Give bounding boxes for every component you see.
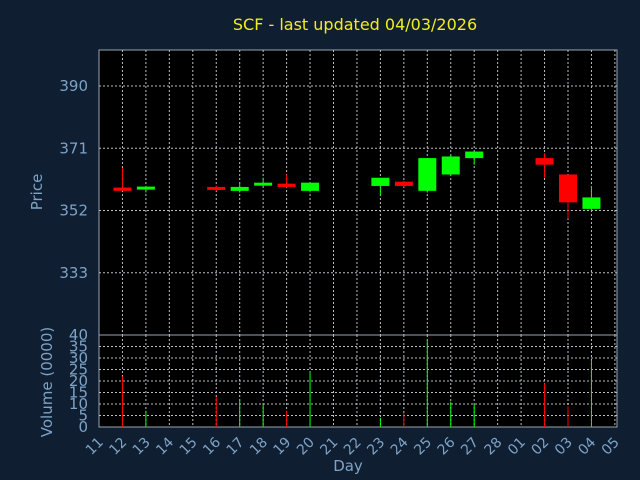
chart-title: SCF - last updated 04/03/2026 (233, 15, 477, 34)
price-ticks: 390 371 352 333 (59, 77, 88, 282)
x-tick-label: 17 (224, 435, 248, 459)
candle-body (394, 181, 413, 186)
candles (67, 151, 601, 219)
candle-body (67, 189, 85, 192)
volume-tick-label: 25 (69, 361, 88, 379)
x-tick-label: 22 (341, 435, 365, 459)
x-ticks: 11 12 13 14 15 16 17 18 19 20 21 22 23 24 25 26 27 28 01 02… (83, 434, 623, 458)
volume-tick-label: 0 (78, 418, 88, 436)
x-tick-label: 03 (552, 435, 576, 459)
volume-tick-label: 20 (69, 372, 88, 390)
volume-tick-label: 40 (69, 326, 88, 344)
candle-body (277, 183, 296, 187)
candle-body (582, 197, 601, 209)
candle-body (136, 186, 155, 190)
price-tick-label: 333 (59, 264, 88, 282)
volume-plot-area (98, 334, 618, 428)
price-plot-area (98, 49, 618, 336)
volume-tick-label: 5 (78, 407, 88, 425)
price-tick-label: 352 (59, 202, 88, 220)
x-tick-label: 01 (505, 435, 529, 459)
x-tick-label: 04 (575, 434, 599, 458)
volume-tick-label: 30 (69, 349, 88, 367)
x-tick-label: 19 (271, 435, 295, 459)
x-tick-label: 18 (247, 435, 271, 459)
volume-tick-label: 35 (69, 338, 88, 356)
x-tick-label: 15 (177, 435, 201, 459)
candle-body (254, 182, 273, 186)
x-tick-label: 26 (435, 434, 459, 458)
x-tick-label: 12 (106, 435, 130, 459)
candle-body (371, 177, 390, 186)
x-tick-label: 02 (528, 435, 552, 459)
candle-body (418, 158, 437, 191)
candle-body (207, 186, 226, 190)
price-tick-label: 371 (59, 139, 88, 157)
candle-body (465, 151, 484, 159)
x-tick-label: 05 (599, 435, 623, 459)
candle-body (301, 182, 320, 191)
candle-body (230, 186, 249, 191)
candle-body (559, 174, 577, 203)
x-tick-label: 11 (83, 435, 107, 459)
x-tick-label: 16 (200, 434, 224, 458)
x-axis-label: Day (333, 457, 363, 475)
x-tick-label: 25 (411, 435, 435, 459)
price-axis-label: Price (28, 174, 46, 211)
x-tick-label: 23 (364, 435, 388, 459)
volume-tick-label: 10 (69, 395, 88, 413)
x-tick-label: 27 (458, 435, 482, 459)
x-tick-label: 28 (482, 435, 506, 459)
x-tick-label: 24 (388, 434, 412, 458)
candle-body (113, 187, 132, 191)
x-tick-label: 13 (130, 435, 154, 459)
volume-tick-label: 15 (69, 384, 88, 402)
x-tick-label: 20 (294, 435, 318, 459)
volume-axis-label: Volume (0000) (38, 327, 56, 437)
x-tick-label: 21 (317, 435, 341, 459)
price-tick-label: 390 (59, 77, 88, 95)
volume-bars (121, 339, 592, 427)
candle-body (535, 158, 554, 165)
x-tick-label: 14 (153, 434, 177, 458)
candle-body (441, 156, 460, 175)
